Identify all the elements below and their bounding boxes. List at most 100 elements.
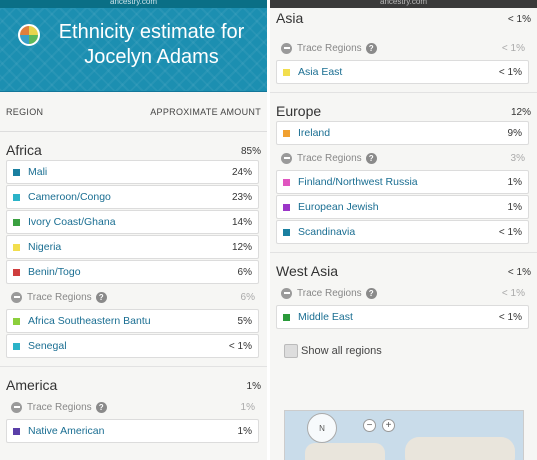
color-swatch-icon [13,243,20,251]
region-row-label: Asia East [283,66,342,78]
trace-regions-percent: 3% [510,152,525,164]
help-question-icon[interactable]: ? [365,42,377,54]
collapse-minus-icon[interactable] [281,287,292,299]
region-map[interactable]: N − + [284,410,524,460]
region-row[interactable]: Middle East < 1% [276,305,529,329]
trace-regions-label-group: Trace Regions? [281,152,377,164]
region-row-label: Benin/Togo [13,266,81,278]
collapse-minus-icon[interactable] [11,291,22,303]
color-swatch-icon [13,427,20,435]
region-percent: 12% [231,241,252,253]
region-name[interactable]: Finland/Northwest Russia [298,176,418,188]
region-row-label: Ivory Coast/Ghana [13,216,116,228]
column-amount: APPROXIMATE AMOUNT [150,106,261,117]
region-section: Africa 85% Mali 24% Cameroon/Congo 23% Ivory C… [0,132,267,358]
color-swatch-icon [283,178,290,186]
region-name[interactable]: Benin/Togo [28,266,81,278]
region-name[interactable]: Mali [28,166,48,178]
trace-regions-toggle[interactable]: Trace Regions? 3% [276,146,531,170]
help-question-icon[interactable]: ? [95,291,107,303]
color-swatch-icon [283,228,290,236]
section-header[interactable]: America 1% [6,367,261,395]
url-bar[interactable]: ancestry.com [0,0,267,8]
region-row[interactable]: Finland/Northwest Russia 1% [276,170,529,194]
region-percent: < 1% [228,340,252,352]
zoom-out-icon[interactable]: − [363,419,376,432]
collapse-minus-icon[interactable] [281,152,292,164]
region-percent: < 1% [498,311,522,323]
color-swatch-icon [283,203,290,211]
section-header[interactable]: Africa 85% [6,132,261,160]
region-row-label: Native American [13,425,104,437]
page-title: Ethnicity estimate for Jocelyn Adams [58,21,245,68]
color-swatch-icon [13,342,20,350]
region-row[interactable]: Nigeria 12% [6,235,259,259]
region-name[interactable]: Cameroon/Congo [28,191,111,203]
region-row-label: Senegal [13,340,67,352]
section-name: Africa [6,142,42,158]
map-land [305,443,385,460]
region-row[interactable]: Benin/Togo 6% [6,260,259,284]
region-list: Africa 85% Mali 24% Cameroon/Congo 23% Ivory C… [0,132,267,443]
region-name[interactable]: Nigeria [28,241,62,253]
zoom-in-icon[interactable]: + [382,419,395,432]
region-row-label: Finland/Northwest Russia [283,176,418,188]
show-all-checkbox[interactable] [284,344,298,358]
trace-regions-toggle[interactable]: Trace Regions? < 1% [276,281,531,305]
region-list: Asia < 1% Trace Regions? < 1% Asia East < 1% E… [270,8,537,329]
region-name[interactable]: European Jewish [298,201,379,213]
region-row-label: Mali [13,166,47,178]
color-swatch-icon [283,129,290,137]
section-name: Europe [276,103,322,119]
collapse-minus-icon[interactable] [281,42,292,54]
region-name[interactable]: Scandinavia [298,226,356,238]
trace-regions-toggle[interactable]: Trace Regions? 6% [6,285,261,309]
region-row[interactable]: Africa Southeastern Bantu 5% [6,309,259,333]
region-row[interactable]: Asia East < 1% [276,60,529,84]
region-row[interactable]: Ivory Coast/Ghana 14% [6,210,259,234]
region-name[interactable]: Africa Southeastern Bantu [28,315,151,327]
trace-regions-percent: 6% [240,291,255,303]
collapse-minus-icon[interactable] [11,401,22,413]
region-percent: 9% [507,127,522,139]
color-swatch-icon [13,268,20,276]
help-question-icon[interactable]: ? [365,152,377,164]
region-row[interactable]: Native American 1% [6,419,259,443]
region-percent: < 1% [498,66,522,78]
region-name[interactable]: Middle East [298,311,353,323]
region-row-label: Nigeria [13,241,61,253]
section-percent: < 1% [507,267,531,278]
trace-regions-label-group: Trace Regions? [281,287,377,299]
region-section: Asia < 1% Trace Regions? < 1% Asia East < 1% [270,8,537,84]
url-bar[interactable]: ancestry.com [270,0,537,8]
region-row[interactable]: Cameroon/Congo 23% [6,185,259,209]
region-name[interactable]: Ireland [298,127,331,139]
region-name[interactable]: Senegal [28,340,67,352]
section-header[interactable]: West Asia < 1% [276,253,531,281]
trace-regions-toggle[interactable]: Trace Regions? 1% [6,395,261,419]
region-row[interactable]: European Jewish 1% [276,195,529,219]
region-row-label: Cameroon/Congo [13,191,111,203]
region-row[interactable]: Senegal < 1% [6,334,259,358]
color-swatch-icon [13,218,20,226]
section-header[interactable]: Asia < 1% [276,8,531,36]
region-percent: 24% [231,166,252,178]
region-row[interactable]: Scandinavia < 1% [276,220,529,244]
help-question-icon[interactable]: ? [365,287,377,299]
trace-regions-label: Trace Regions [27,401,92,413]
region-row[interactable]: Ireland 9% [276,121,529,145]
trace-regions-label-group: Trace Regions? [11,291,107,303]
region-name[interactable]: Native American [28,425,105,437]
region-section: West Asia < 1% Trace Regions? < 1% Middle Ea… [270,253,537,329]
map-compass-icon[interactable]: N [307,413,337,443]
region-name[interactable]: Ivory Coast/Ghana [28,216,116,228]
section-header[interactable]: Europe 12% [276,93,531,121]
show-all-regions[interactable]: Show all regions [270,330,537,358]
header-banner: Ethnicity estimate for Jocelyn Adams [0,8,267,92]
trace-regions-toggle[interactable]: Trace Regions? < 1% [276,36,531,60]
region-name[interactable]: Asia East [298,66,343,78]
help-question-icon[interactable]: ? [95,401,107,413]
region-row[interactable]: Mali 24% [6,160,259,184]
section-percent: 1% [246,381,261,392]
trace-regions-label: Trace Regions [297,152,362,164]
